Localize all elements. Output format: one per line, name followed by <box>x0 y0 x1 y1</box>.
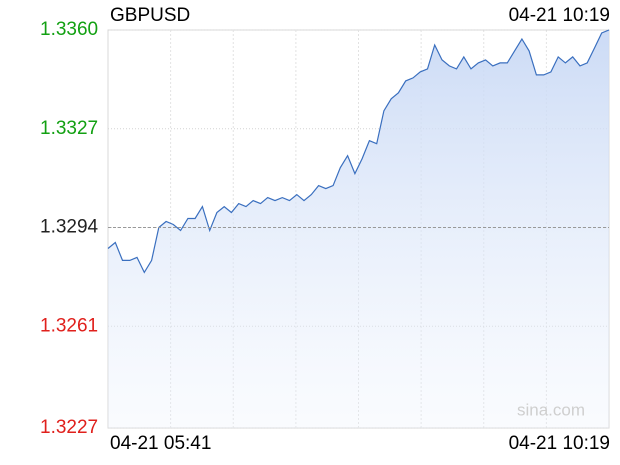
y-tick-label: 1.3327 <box>40 118 98 139</box>
price-area <box>108 30 609 428</box>
watermark: sina.com <box>517 400 585 419</box>
y-tick-label: 1.3360 <box>40 19 98 40</box>
chart-title: GBPUSD <box>110 5 190 26</box>
timestamp: 04-21 10:19 <box>509 5 610 26</box>
y-tick-label: 1.3227 <box>40 417 98 438</box>
y-tick-label: 1.3261 <box>40 315 98 336</box>
y-tick-label: 1.3294 <box>40 217 99 238</box>
x-end-label: 04-21 10:19 <box>509 433 610 454</box>
x-start-label: 04-21 05:41 <box>110 433 211 454</box>
price-line <box>107 29 610 274</box>
